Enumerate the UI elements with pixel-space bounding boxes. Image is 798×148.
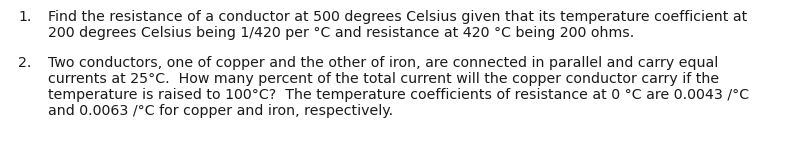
Text: Two conductors, one of copper and the other of iron, are connected in parallel a: Two conductors, one of copper and the ot… (48, 56, 718, 70)
Text: temperature is raised to 100°C?  The temperature coefficients of resistance at 0: temperature is raised to 100°C? The temp… (48, 88, 749, 102)
Text: 2.: 2. (18, 56, 31, 70)
Text: 1.: 1. (18, 10, 31, 24)
Text: Find the resistance of a conductor at 500 degrees Celsius given that its tempera: Find the resistance of a conductor at 50… (48, 10, 747, 24)
Text: and 0.0063 /°C for copper and iron, respectively.: and 0.0063 /°C for copper and iron, resp… (48, 104, 393, 118)
Text: currents at 25°C.  How many percent of the total current will the copper conduct: currents at 25°C. How many percent of th… (48, 72, 719, 86)
Text: 200 degrees Celsius being 1/420 per °C and resistance at 420 °C being 200 ohms.: 200 degrees Celsius being 1/420 per °C a… (48, 26, 634, 40)
